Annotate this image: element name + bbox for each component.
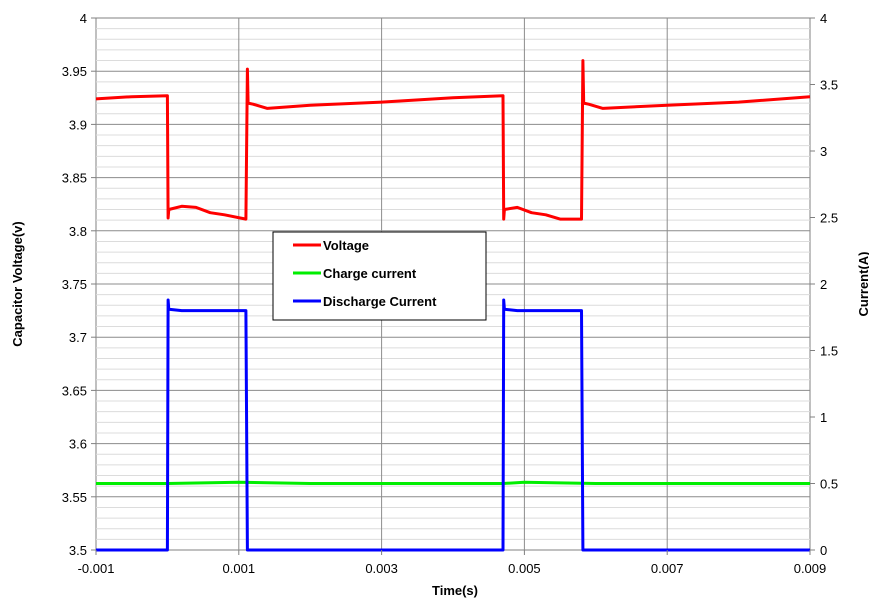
x-tick-label: 0.001 (223, 561, 256, 576)
y-axis-title: Capacitor Voltage(v) (10, 221, 25, 346)
x-tick-label: -0.001 (78, 561, 115, 576)
y-tick-label: 3.8 (69, 224, 87, 239)
y2-tick-label: 0 (820, 543, 827, 558)
y2-tick-label: 2.5 (820, 211, 838, 226)
legend-label: Charge current (323, 266, 417, 281)
series-lines (95, 59, 811, 552)
series-line-discharge-current (96, 298, 810, 552)
y2-tick-label: 0.5 (820, 477, 838, 492)
y-tick-label: 3.6 (69, 437, 87, 452)
y2-tick-label: 1.5 (820, 344, 838, 359)
y2-axis-title: Current(A) (856, 252, 869, 317)
y-tick-label: 3.9 (69, 117, 87, 132)
axes: 3.5 3.55 3.6 3.65 3.7 3.75 3.8 3.85 3.9 3.95 4 -0.0… (62, 11, 838, 576)
x-tick-label: 0.009 (794, 561, 827, 576)
y-tick-label: 3.5 (69, 543, 87, 558)
y2-tick-label: 2 (820, 277, 827, 292)
y-tick-label: 3.65 (62, 383, 87, 398)
legend-box (272, 231, 487, 321)
y2-tick-label: 1 (820, 410, 827, 425)
x-axis-title: Time(s) (432, 583, 478, 598)
y2-tick-label: 3 (820, 144, 827, 159)
y2-tick-label: 4 (820, 11, 827, 26)
y-tick-label: 3.85 (62, 171, 87, 186)
x-tick-label: 0.003 (365, 561, 398, 576)
y-tick-label: 4 (80, 11, 87, 26)
series-line-charge-current (96, 480, 810, 485)
y-tick-label: 3.7 (69, 330, 87, 345)
y-tick-label: 3.95 (62, 64, 87, 79)
legend-label: Discharge Current (323, 294, 437, 309)
y2-tick-label: 3.5 (820, 78, 838, 93)
y-tick-label: 3.75 (62, 277, 87, 292)
series-line-voltage (95, 59, 811, 221)
x-tick-label: 0.005 (508, 561, 541, 576)
y-tick-label: 3.55 (62, 490, 87, 505)
legend-label: Voltage (323, 238, 369, 253)
legend: Voltage Charge current Discharge Current (272, 231, 487, 321)
x-tick-label: 0.007 (651, 561, 684, 576)
